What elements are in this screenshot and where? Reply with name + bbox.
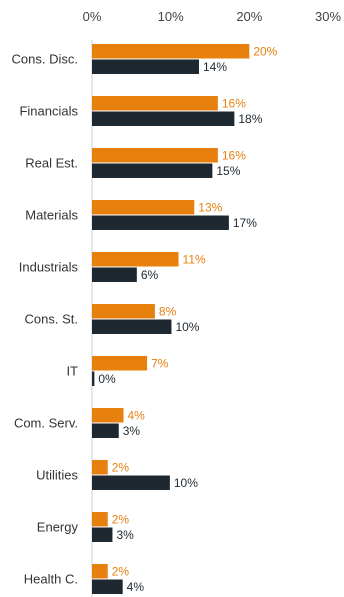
data-label-series-2: 17% — [233, 216, 257, 230]
x-tick-label: 0% — [83, 9, 102, 24]
x-tick-label: 20% — [236, 9, 262, 24]
bar-series-2 — [92, 215, 229, 230]
data-label-series-1: 4% — [127, 408, 145, 422]
data-label-series-1: 2% — [112, 564, 130, 578]
x-axis-ticks: 0% 10% 20% 30% — [83, 9, 342, 24]
category-labels: Cons. Disc. Financials Real Est. Materials I… — [12, 52, 79, 587]
data-label-series-2: 15% — [216, 164, 240, 178]
category-label: Financials — [19, 104, 78, 119]
bar-series-1 — [92, 408, 124, 423]
data-label-series-2: 18% — [238, 112, 262, 126]
category-label: Materials — [25, 208, 78, 223]
data-label-series-2: 3% — [123, 424, 141, 438]
data-label-series-2: 14% — [203, 60, 227, 74]
data-label-series-1: 11% — [183, 252, 206, 266]
bar-series-2 — [92, 527, 113, 542]
bar-series-1 — [92, 460, 108, 475]
data-label-series-2: 4% — [127, 580, 145, 594]
bar-series-1 — [92, 148, 218, 163]
bar-series-2 — [92, 111, 235, 126]
data-label-series-2: 3% — [116, 528, 134, 542]
data-label-series-1: 7% — [151, 356, 169, 370]
data-label-series-1: 2% — [112, 512, 130, 526]
data-label-series-1: 8% — [159, 304, 177, 318]
category-label: Industrials — [19, 260, 79, 275]
bars-group — [92, 44, 250, 594]
category-label: Cons. St. — [25, 312, 78, 327]
bar-series-2 — [92, 163, 213, 178]
bar-series-1 — [92, 564, 108, 579]
bar-series-1 — [92, 44, 250, 59]
data-label-series-1: 16% — [222, 96, 246, 110]
bar-series-1 — [92, 356, 148, 371]
x-tick-label: 10% — [158, 9, 184, 24]
bar-series-2 — [92, 423, 119, 438]
x-tick-label: 30% — [315, 9, 341, 24]
category-label: Com. Serv. — [14, 416, 78, 431]
category-label: Utilities — [36, 468, 78, 483]
bar-series-2 — [92, 475, 170, 490]
category-label: IT — [66, 364, 78, 379]
bar-series-2 — [92, 59, 199, 74]
category-label: Real Est. — [25, 156, 78, 171]
data-label-series-1: 13% — [198, 200, 222, 214]
bar-series-2 — [92, 579, 123, 594]
data-label-series-2: 10% — [174, 476, 198, 490]
category-label: Cons. Disc. — [12, 52, 78, 67]
data-label-series-2: 10% — [175, 320, 199, 334]
bar-series-1 — [92, 200, 195, 215]
bar-series-1 — [92, 304, 155, 319]
category-label: Health C. — [24, 572, 78, 587]
bar-series-1 — [92, 96, 218, 111]
category-label: Energy — [37, 520, 79, 535]
data-label-series-2: 0% — [98, 372, 116, 386]
data-label-series-1: 20% — [253, 44, 277, 58]
bar-series-2 — [92, 267, 137, 282]
data-label-series-1: 2% — [112, 460, 130, 474]
bar-series-1 — [92, 512, 108, 527]
bar-series-1 — [92, 252, 179, 267]
data-label-series-2: 6% — [141, 268, 159, 282]
data-labels: 20% 14% 16% 18% 16% 15% 13% 17% 11% 6% 8% 10% 7% 0% 4%… — [98, 44, 277, 594]
bar-series-2 — [92, 319, 172, 334]
data-label-series-1: 16% — [222, 148, 246, 162]
bar-series-2 — [92, 371, 95, 386]
